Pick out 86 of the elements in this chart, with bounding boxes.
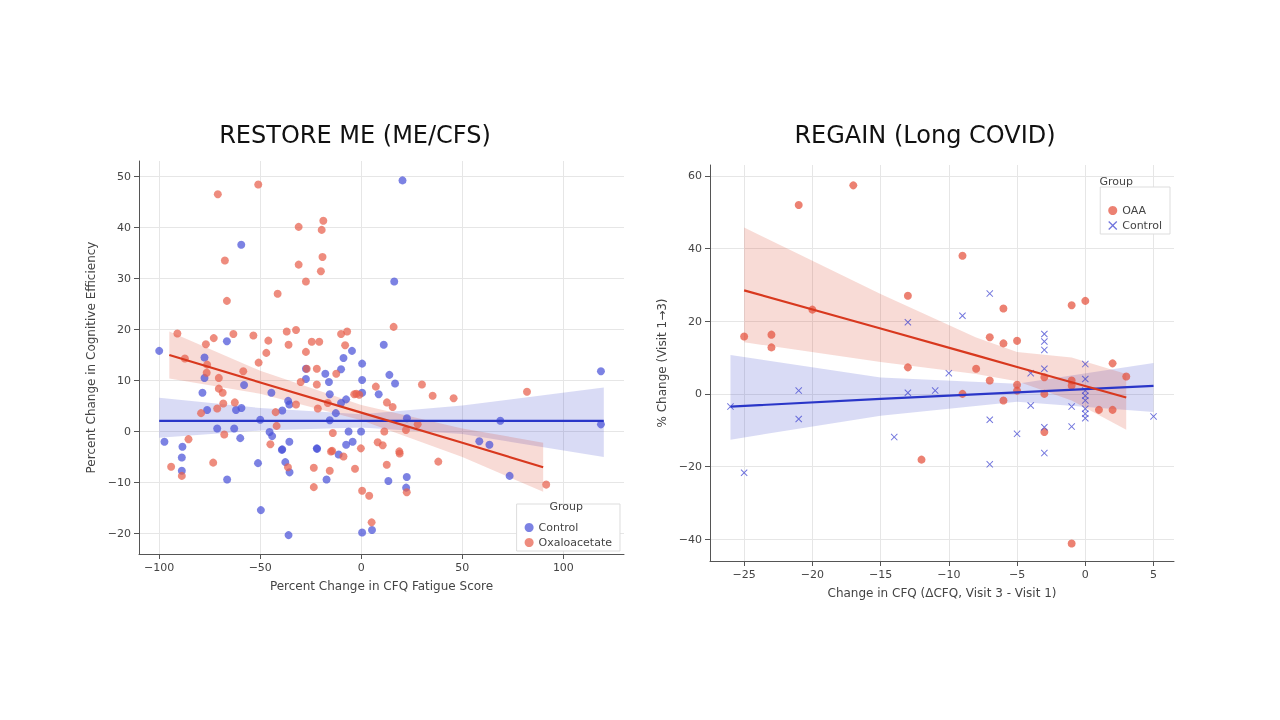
point (1067, 301, 1076, 310)
y-tick-label: 50 (117, 169, 131, 183)
point (1122, 372, 1131, 381)
x-axis-title: Change in CFQ (ΔCFQ, Visit 3 - Visit 1) (827, 586, 1057, 600)
y-tick-label: −40 (678, 532, 702, 546)
point (1081, 405, 1089, 413)
point (1040, 365, 1048, 373)
point (795, 387, 803, 395)
legend-label: OAA (1122, 204, 1147, 217)
x-tick-label: 50 (455, 561, 470, 574)
point (931, 387, 939, 395)
x-axis-title: Percent Change in CFQ Fatigue Score (269, 579, 494, 593)
point (917, 455, 926, 464)
y-tick-label: 20 (117, 322, 131, 336)
point (903, 363, 912, 372)
point (849, 181, 858, 190)
x-tick-label: −15 (868, 568, 893, 581)
point (1040, 330, 1048, 338)
point (958, 251, 967, 260)
point (1040, 449, 1048, 457)
y-tick-label: 30 (117, 271, 131, 285)
y-axis-title: Percent Change in Cognitive Efficiency (83, 241, 98, 474)
x-tick-label: −10 (937, 568, 961, 581)
point (1081, 414, 1089, 422)
point (795, 415, 803, 423)
legend-title: Group (1099, 175, 1134, 188)
y-tick-label: 10 (117, 373, 131, 387)
point (985, 376, 994, 385)
chart-title: RESTORE ME (ME/CFS) (219, 121, 491, 149)
point (999, 396, 1008, 405)
y-axis-title: % Change (Visit 1→3) (654, 298, 669, 428)
point (986, 290, 994, 298)
point (985, 333, 994, 342)
point (999, 339, 1008, 348)
y-tick-label: 0 (695, 387, 702, 401)
line-series (729, 384, 1155, 408)
y-tick-label: 40 (117, 220, 131, 234)
point (767, 330, 776, 339)
legend-label: Control (538, 521, 579, 534)
y-tick-label: −20 (107, 527, 131, 541)
point (945, 369, 953, 377)
point (1081, 392, 1089, 400)
point (972, 364, 981, 373)
chart-title: REGAIN (Long COVID) (794, 121, 1056, 149)
point (904, 389, 912, 397)
point (1013, 336, 1022, 345)
point (740, 332, 749, 341)
point (1081, 410, 1089, 418)
x-tick-label: −50 (248, 561, 272, 574)
point (986, 416, 994, 424)
line-series (743, 289, 1128, 399)
x-tick-label: 100 (552, 561, 574, 574)
point (1081, 296, 1090, 305)
x-tick-label: −25 (732, 568, 756, 581)
point (794, 200, 803, 209)
x-tick-label: 5 (1150, 568, 1158, 581)
point (904, 318, 912, 326)
legend-title: Group (549, 500, 584, 513)
x-tick-label: 0 (1081, 568, 1089, 581)
point (1094, 405, 1103, 414)
legend-label: Oxaloacetate (538, 536, 613, 549)
y-tick-label: 20 (688, 314, 702, 328)
x-tick-label: −100 (144, 561, 175, 574)
point (1108, 359, 1117, 368)
point (1040, 346, 1048, 354)
x-tick-label: −20 (800, 568, 824, 581)
point (1081, 375, 1089, 383)
y-tick-label: −20 (678, 460, 702, 474)
point (890, 433, 898, 441)
y-tick-label: 60 (688, 169, 702, 183)
line-series (168, 353, 545, 469)
legend-label: Control (1122, 219, 1162, 232)
point (986, 460, 994, 468)
point (1081, 360, 1089, 368)
y-tick-label: 40 (688, 242, 702, 256)
point (1067, 539, 1076, 548)
point (767, 343, 776, 352)
point (999, 304, 1008, 313)
point (1108, 405, 1117, 414)
x-tick-label: −5 (1008, 568, 1026, 581)
y-tick-label: 0 (124, 425, 131, 439)
y-tick-label: −10 (107, 476, 131, 490)
x-tick-label: 0 (357, 561, 365, 574)
point (1040, 423, 1048, 431)
point (740, 469, 748, 477)
point (903, 291, 912, 300)
